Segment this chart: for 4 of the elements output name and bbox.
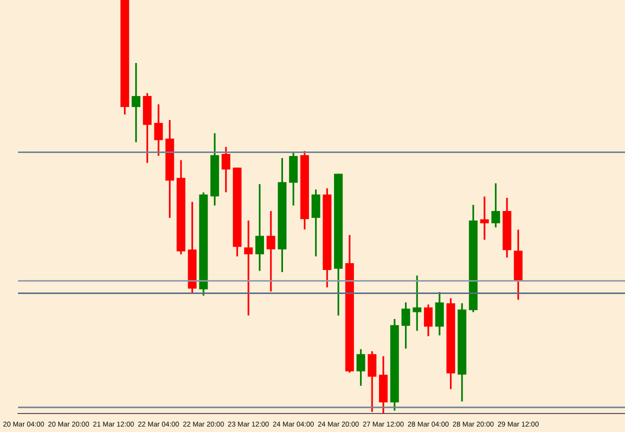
candlestick bbox=[480, 196, 489, 240]
candlestick bbox=[244, 220, 253, 316]
candlestick bbox=[412, 276, 422, 331]
candlestick bbox=[132, 62, 140, 142]
